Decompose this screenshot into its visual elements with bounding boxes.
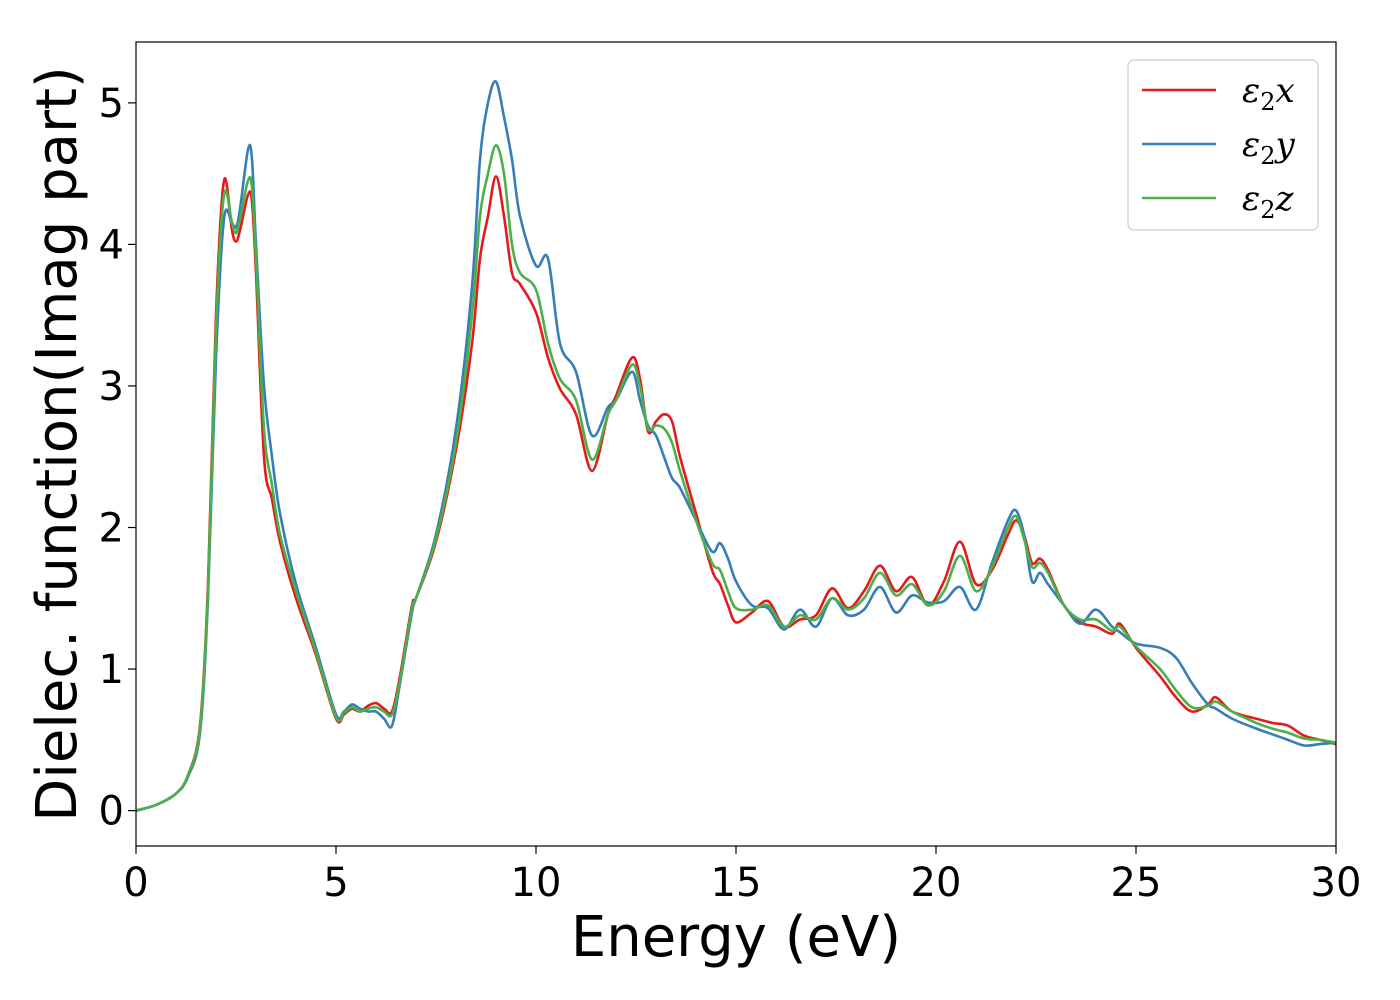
series-line-x	[136, 175, 1336, 812]
y-tick-label: 2	[99, 506, 124, 552]
legend-box	[1127, 59, 1319, 231]
legend-label-y: ε2y	[1242, 125, 1296, 170]
y-axis-label: Dielec. function(Imag part)	[25, 66, 90, 822]
x-tick-label: 20	[911, 860, 962, 906]
y-tick-label: 1	[99, 647, 124, 693]
x-tick-label: 25	[1111, 860, 1162, 906]
x-tick-label: 15	[711, 860, 762, 906]
x-axis-label: Energy (eV)	[571, 905, 901, 970]
y-tick-label: 5	[99, 81, 124, 127]
axis-ticks: 0 5 10 15 20 25 30 0 1 2 3 4 5	[99, 81, 1362, 906]
legend-label-x: ε2x	[1242, 71, 1295, 116]
series-line-z	[136, 144, 1336, 812]
series-lines	[136, 80, 1336, 812]
y-tick-label: 3	[99, 364, 124, 410]
x-tick-label: 0	[123, 860, 148, 906]
x-tick-label: 30	[1311, 860, 1362, 906]
legend: ε2x ε2y ε2z	[1127, 59, 1319, 231]
legend-label-z: ε2z	[1242, 179, 1295, 224]
y-tick-label: 4	[99, 222, 124, 268]
x-tick-label: 5	[323, 860, 348, 906]
x-tick-label: 10	[511, 860, 562, 906]
y-tick-label: 0	[99, 789, 124, 835]
